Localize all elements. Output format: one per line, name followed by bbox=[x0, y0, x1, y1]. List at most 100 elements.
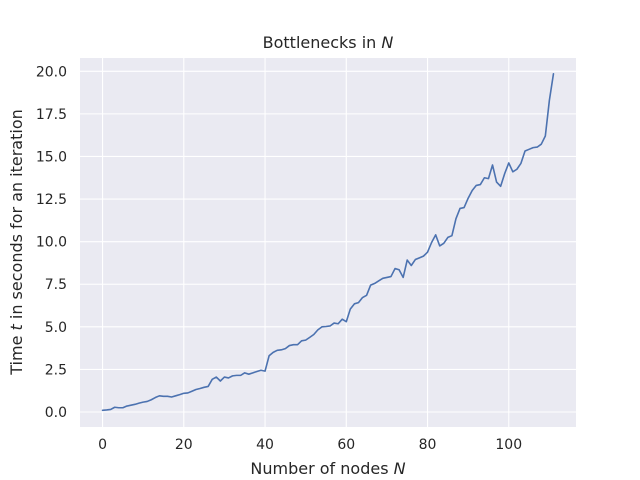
data-point bbox=[146, 401, 148, 403]
data-point bbox=[150, 399, 152, 401]
plot-area bbox=[80, 58, 576, 427]
data-point bbox=[122, 407, 124, 409]
data-point bbox=[536, 146, 538, 148]
y-axis-label: Time t in seconds for an iteration bbox=[7, 109, 26, 375]
data-point bbox=[406, 259, 408, 261]
data-point bbox=[362, 297, 364, 299]
data-point bbox=[553, 73, 555, 75]
data-point bbox=[305, 339, 307, 341]
data-point bbox=[549, 99, 551, 101]
data-point bbox=[171, 396, 173, 398]
data-point bbox=[110, 409, 112, 411]
data-point bbox=[337, 323, 339, 325]
data-point bbox=[354, 303, 356, 305]
data-point bbox=[187, 392, 189, 394]
data-point bbox=[451, 235, 453, 237]
data-point bbox=[126, 405, 128, 407]
data-point bbox=[480, 184, 482, 186]
data-point bbox=[358, 302, 360, 304]
data-point bbox=[345, 321, 347, 323]
data-point bbox=[203, 387, 205, 389]
data-point bbox=[394, 268, 396, 270]
data-point bbox=[325, 326, 327, 328]
data-point bbox=[455, 218, 457, 220]
data-point bbox=[211, 379, 213, 381]
y-axis-label-variable: t bbox=[7, 323, 26, 330]
data-point bbox=[504, 173, 506, 175]
data-point bbox=[398, 269, 400, 271]
data-point bbox=[321, 326, 323, 328]
series-line-time bbox=[101, 73, 555, 412]
data-point bbox=[191, 390, 193, 392]
data-point bbox=[317, 329, 319, 331]
data-point bbox=[524, 150, 526, 152]
data-point bbox=[410, 265, 412, 267]
data-point bbox=[419, 257, 421, 259]
data-point bbox=[224, 376, 226, 378]
x-tick-label: 100 bbox=[495, 437, 522, 453]
data-point bbox=[289, 345, 291, 347]
data-point bbox=[508, 162, 510, 164]
data-point bbox=[431, 242, 433, 244]
data-point bbox=[475, 185, 477, 187]
data-point bbox=[423, 255, 425, 257]
data-point bbox=[163, 396, 165, 398]
data-point bbox=[500, 185, 502, 187]
data-point bbox=[264, 370, 266, 372]
y-tick-label: 5.0 bbox=[45, 320, 67, 336]
data-point bbox=[130, 404, 132, 406]
data-point bbox=[516, 168, 518, 170]
data-point bbox=[374, 283, 376, 285]
data-point bbox=[232, 375, 234, 377]
data-point bbox=[484, 177, 486, 179]
data-point bbox=[333, 322, 335, 324]
data-point bbox=[220, 380, 222, 382]
data-point bbox=[492, 164, 494, 166]
data-point bbox=[447, 237, 449, 239]
data-point bbox=[228, 377, 230, 379]
data-point bbox=[402, 277, 404, 279]
y-tick-label: 12.5 bbox=[36, 192, 67, 208]
data-point bbox=[370, 284, 372, 286]
data-point bbox=[167, 396, 169, 398]
data-point bbox=[293, 344, 295, 346]
data-point bbox=[467, 197, 469, 199]
chart-title-variable: N bbox=[381, 33, 393, 52]
data-point bbox=[240, 375, 242, 377]
data-point bbox=[114, 406, 116, 408]
data-point bbox=[268, 355, 270, 357]
x-tick-label: 80 bbox=[419, 437, 437, 453]
data-point bbox=[415, 259, 417, 261]
data-point bbox=[280, 349, 282, 351]
data-point bbox=[545, 135, 547, 137]
data-point bbox=[179, 394, 181, 396]
data-point bbox=[528, 149, 530, 151]
data-point bbox=[459, 208, 461, 210]
data-point bbox=[471, 190, 473, 192]
data-point bbox=[463, 207, 465, 209]
data-point bbox=[159, 395, 161, 397]
y-tick-label: 0.0 bbox=[45, 405, 67, 421]
data-point bbox=[301, 340, 303, 342]
data-point bbox=[512, 171, 514, 173]
data-point bbox=[309, 337, 311, 339]
data-point bbox=[195, 389, 197, 391]
data-point bbox=[366, 295, 368, 297]
data-point bbox=[138, 402, 140, 404]
data-point bbox=[350, 308, 352, 310]
y-tick-label: 10.0 bbox=[36, 235, 67, 251]
data-point bbox=[329, 325, 331, 327]
data-point bbox=[285, 348, 287, 350]
data-point bbox=[106, 409, 108, 411]
data-point bbox=[252, 372, 254, 374]
x-axis-label-variable: N bbox=[394, 459, 406, 478]
x-tick-label: 20 bbox=[175, 437, 193, 453]
data-point bbox=[386, 277, 388, 279]
y-tick-label: 15.0 bbox=[36, 149, 67, 165]
data-point bbox=[102, 410, 104, 412]
data-point bbox=[142, 401, 144, 403]
data-point bbox=[341, 318, 343, 320]
data-point bbox=[488, 178, 490, 180]
data-point bbox=[427, 251, 429, 253]
